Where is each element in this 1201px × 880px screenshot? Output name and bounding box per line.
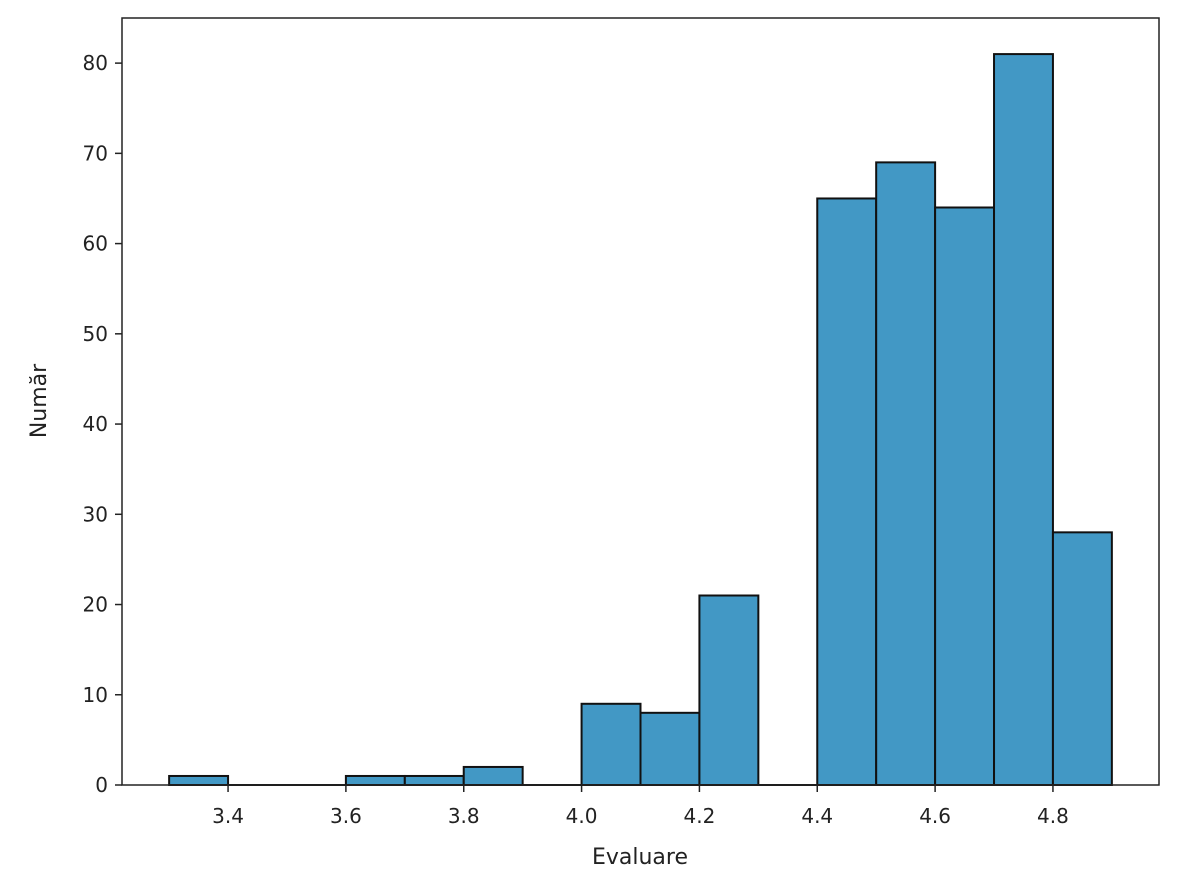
- y-tick-label-1: 10: [83, 683, 108, 707]
- bars-group: [168, 53, 1113, 787]
- y-tick-label-0: 0: [95, 773, 108, 797]
- y-tick-label-4: 40: [83, 412, 108, 436]
- y-tick-label-8: 80: [83, 51, 108, 75]
- x-tick-label-3: 4.0: [566, 804, 598, 828]
- x-tick-label-7: 4.8: [1037, 804, 1069, 828]
- plot-frame: [121, 17, 1160, 786]
- y-tick-label-5: 50: [83, 322, 108, 346]
- x-tick-label-6: 4.6: [919, 804, 951, 828]
- histogram-bar-9: [698, 594, 760, 786]
- y-tick-label-7: 70: [83, 141, 108, 165]
- histogram-bar-0: [168, 774, 230, 786]
- histogram-bar-12: [875, 161, 937, 786]
- histogram-bar-8: [639, 711, 701, 786]
- x-tick-label-0: 3.4: [212, 804, 244, 828]
- x-tick-label-1: 3.6: [330, 804, 362, 828]
- y-axis-label: Număr: [27, 363, 52, 438]
- histogram-bar-5: [462, 765, 524, 786]
- x-tick-label-4: 4.2: [684, 804, 716, 828]
- y-tick-label-6: 60: [83, 232, 108, 256]
- x-tick-label-5: 4.4: [801, 804, 833, 828]
- histogram-bar-7: [580, 702, 642, 786]
- histogram-bar-13: [934, 206, 996, 786]
- histogram-bar-4: [403, 774, 465, 786]
- histogram-bar-3: [344, 774, 406, 786]
- y-tick-label-3: 30: [83, 502, 108, 526]
- histogram-bar-15: [1051, 531, 1113, 787]
- x-tick-label-2: 3.8: [448, 804, 480, 828]
- y-axis-ticks: 0 10 20 30 40 50 60 70 80: [83, 51, 122, 797]
- x-axis-ticks: 3.4 3.6 3.8 4.0 4.2 4.4 4.6 4.8: [212, 785, 1069, 828]
- histogram-bar-11: [816, 197, 878, 786]
- y-tick-label-2: 20: [83, 593, 108, 617]
- histogram-bar-14: [993, 53, 1054, 786]
- x-axis-label: Evaluare: [592, 845, 688, 870]
